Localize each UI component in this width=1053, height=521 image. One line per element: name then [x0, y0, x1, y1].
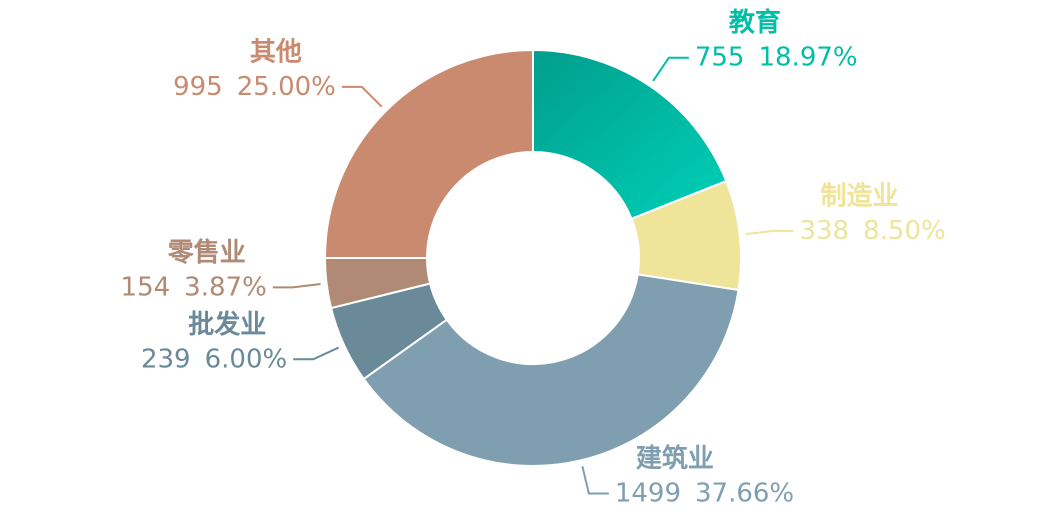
- slice: [323, 48, 534, 259]
- percent: 8.50%: [863, 215, 946, 245]
- value-label: 995 25.00%: [173, 71, 336, 101]
- leader-line: [581, 465, 609, 495]
- value-label: 1499 37.66%: [615, 478, 794, 508]
- slice-label: 零售业 154 3.87%: [121, 237, 267, 302]
- leader-line: [272, 282, 321, 289]
- value: 1499: [615, 478, 681, 508]
- leader-line: [293, 346, 340, 361]
- category-label: 教育: [729, 7, 781, 38]
- value-label: 154 3.87%: [121, 272, 267, 302]
- slice-label: 教育 755 18.97%: [695, 7, 858, 72]
- leader-line: [745, 229, 794, 236]
- value: 995: [173, 71, 223, 101]
- slice-label: 批发业 239 6.00%: [141, 309, 287, 374]
- category-label: 建筑业: [636, 443, 714, 474]
- slice: [362, 273, 740, 467]
- slice-label: 制造业 338 8.50%: [799, 181, 945, 245]
- value: 154: [121, 272, 171, 302]
- slice: [532, 48, 728, 221]
- slice-label: 建筑业 1499 37.66%: [615, 443, 794, 508]
- percent: 3.87%: [184, 272, 267, 302]
- value: 755: [695, 42, 745, 72]
- percent: 6.00%: [205, 344, 288, 374]
- value-label: 338 8.50%: [799, 215, 945, 245]
- value: 338: [799, 215, 849, 245]
- leader-line: [341, 85, 383, 108]
- slice-label: 其他 995 25.00%: [173, 37, 336, 101]
- percent: 37.66%: [695, 478, 794, 508]
- leader-line: [652, 56, 689, 82]
- percent: 18.97%: [758, 42, 857, 72]
- category-label: 批发业: [188, 309, 266, 340]
- value-label: 755 18.97%: [695, 42, 858, 72]
- value: 239: [141, 344, 191, 374]
- percent: 25.00%: [237, 71, 336, 101]
- category-label: 零售业: [168, 237, 246, 268]
- category-label: 制造业: [820, 181, 898, 211]
- category-label: 其他: [250, 37, 302, 67]
- value-label: 239 6.00%: [141, 344, 287, 374]
